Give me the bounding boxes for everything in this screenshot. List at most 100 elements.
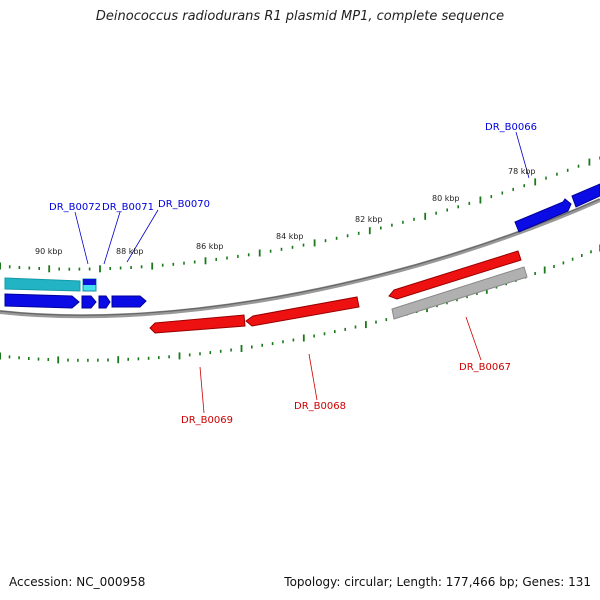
scale-tick <box>435 211 437 215</box>
scale-tick <box>199 352 201 356</box>
scale-tick <box>140 265 143 269</box>
scale-tick <box>413 217 415 221</box>
scale-tick <box>78 267 81 271</box>
gene-label-DR_B0067[interactable]: DR_B0067 <box>459 362 511 373</box>
scale-tick <box>88 267 91 271</box>
accession-text: Accession: NC_000958 <box>9 575 146 589</box>
leader-DR_B0071 <box>103 211 121 265</box>
leader-DR_B0070 <box>126 209 159 263</box>
scale-tick <box>178 352 181 360</box>
scale-tick <box>490 195 493 199</box>
scale-tick <box>313 334 315 338</box>
scale-tick <box>97 358 99 362</box>
gene-arrow-DR_B0070 <box>111 295 147 308</box>
scale-tick <box>161 263 164 267</box>
gene-label-DR_B0066[interactable]: DR_B0066 <box>485 122 537 133</box>
gene-arrow-DR_B0066b <box>571 183 600 208</box>
scale-tick <box>512 187 514 191</box>
scale-tick <box>87 358 89 362</box>
scale-tick <box>313 239 316 247</box>
feature-arrow-blue-small <box>83 279 96 285</box>
scale-tick <box>172 262 175 266</box>
scale-tick <box>68 267 71 271</box>
scale-tick <box>158 356 160 360</box>
scale-tick <box>240 345 243 352</box>
scale-tick <box>577 164 580 168</box>
scale-tick <box>237 254 239 258</box>
scale-tick <box>117 356 120 364</box>
scale-tick <box>151 262 154 270</box>
scale-tick <box>147 356 150 360</box>
gene-arrow-DR_B0071 <box>81 295 97 309</box>
scale-tick <box>37 357 40 361</box>
scale-tick <box>334 330 336 334</box>
scale-tick <box>188 353 191 357</box>
gene-arrow-DR_B0067-pseudo <box>391 266 528 320</box>
scale-tick <box>137 357 140 361</box>
scale-label: 88 kbp <box>116 247 144 256</box>
gene-label-DR_B0072[interactable]: DR_B0072 <box>49 202 101 213</box>
scale-tick <box>479 196 482 204</box>
topology-summary: Topology: circular; Length: 177,466 bp; … <box>284 575 591 589</box>
scale-tick <box>566 168 569 172</box>
scale-tick <box>346 234 349 238</box>
gene-label-DR_B0068[interactable]: DR_B0068 <box>294 401 346 412</box>
scale-tick <box>18 266 21 269</box>
gene-arrow-DR_B0072 <box>4 293 80 309</box>
gene-label-DR_B0069[interactable]: DR_B0069 <box>181 415 233 426</box>
scale-tick <box>57 356 60 364</box>
leader-DR_B0068 <box>308 353 318 401</box>
leader-DR_B0067 <box>465 316 482 361</box>
scale-tick <box>204 257 207 265</box>
plasmid-backbone <box>0 198 600 319</box>
scale-tick <box>193 260 196 264</box>
scale-tick <box>77 358 79 362</box>
scale-tick <box>183 261 185 265</box>
scale-tick <box>368 227 371 235</box>
feature-arrow-cyan <box>4 277 81 292</box>
gene-arrow-DR_B0067-red <box>388 250 522 300</box>
scale-tick <box>545 176 547 180</box>
scale-tick <box>261 343 263 347</box>
scale-tick <box>457 205 459 209</box>
scale-tick <box>588 158 591 166</box>
scale-tick <box>501 191 504 195</box>
scale-tick <box>468 201 471 205</box>
scale-tick <box>127 357 129 361</box>
scale-tick <box>291 245 294 249</box>
scale-tick <box>8 265 11 269</box>
scale-label: 90 kbp <box>35 247 63 256</box>
scale-tick <box>324 239 327 243</box>
scale-tick <box>292 338 295 342</box>
scale-tick <box>385 318 388 322</box>
scale-tick <box>109 267 111 270</box>
scale-tick <box>47 358 50 361</box>
scale-tick <box>107 358 109 362</box>
gene-arrow-DR_B0070a <box>98 295 111 309</box>
scale-tick <box>556 172 558 176</box>
gene-label-DR_B0070[interactable]: DR_B0070 <box>158 199 210 210</box>
scale-tick <box>553 265 555 268</box>
scale-tick <box>365 321 367 329</box>
scale-tick <box>0 352 1 360</box>
scale-tick <box>130 266 132 269</box>
scale-tick <box>485 286 488 294</box>
gene-arrow-DR_B0066 <box>514 198 572 233</box>
scale-tick <box>354 325 357 329</box>
leader-DR_B0069 <box>199 366 205 414</box>
scale-tick <box>571 257 574 261</box>
scale-tick <box>323 332 326 336</box>
scale-label: 82 kbp <box>355 215 383 224</box>
scale-tick <box>58 267 60 271</box>
scale-tick <box>119 266 122 270</box>
scale-tick <box>280 247 283 251</box>
gene-label-DR_B0071[interactable]: DR_B0071 <box>102 202 154 213</box>
scale-tick <box>8 355 11 359</box>
scale-tick <box>99 265 101 273</box>
scale-tick <box>543 266 546 274</box>
scale-tick <box>0 262 1 270</box>
leader-DR_B0072 <box>74 211 89 265</box>
scale-tick <box>38 267 40 270</box>
scale-tick <box>67 358 69 362</box>
